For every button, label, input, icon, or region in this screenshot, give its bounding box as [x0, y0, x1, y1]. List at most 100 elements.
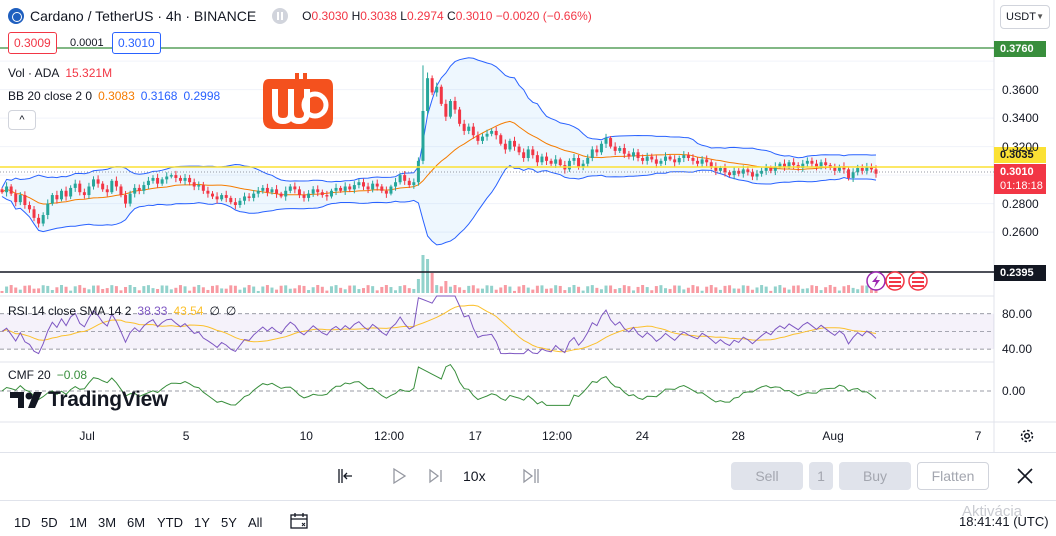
select-bar-icon[interactable] [336, 467, 354, 485]
candle [238, 197, 242, 208]
candle [641, 154, 645, 165]
volume-bar [604, 285, 608, 293]
volume-legend[interactable]: Vol · ADA 15.321M [8, 66, 112, 80]
candle [458, 106, 462, 127]
candle [165, 172, 169, 184]
sell-button[interactable]: Sell [731, 462, 803, 490]
volume-bar [348, 285, 352, 293]
collapse-legend-button[interactable]: ^ [8, 110, 36, 130]
buy-button[interactable]: Buy [839, 462, 911, 490]
buy-price-button[interactable]: 0.3010 [112, 32, 161, 54]
range-button-1m[interactable]: 1M [69, 515, 88, 530]
candle [485, 129, 489, 141]
candle [535, 151, 539, 167]
candle [480, 133, 484, 144]
gear-icon[interactable] [1019, 428, 1035, 444]
jump-to-realtime-icon[interactable] [522, 467, 540, 485]
range-button-1d[interactable]: 1D [14, 515, 31, 530]
replay-speed-button[interactable]: 10x [463, 468, 486, 484]
candle [522, 148, 526, 162]
volume-bar [229, 285, 233, 293]
volume-bar [723, 285, 727, 293]
step-forward-icon[interactable] [428, 467, 444, 485]
volume-bar [307, 290, 311, 293]
bb-legend[interactable]: BB 20 close 2 0 0.3083 0.3168 0.2998 [8, 89, 220, 103]
volume-bar [842, 286, 846, 293]
time-tick-label: 12:00 [374, 429, 405, 443]
volume-bar [439, 286, 443, 293]
level-price-tag: 0.3035 [994, 147, 1046, 163]
currency-select[interactable]: USDT ▼ [1000, 5, 1050, 29]
volume-bar [32, 288, 36, 293]
volume-bar [23, 285, 27, 293]
chart-area[interactable]: Cardano / TetherUS · 4h · BINANCE O0.303… [0, 0, 1056, 452]
candle [677, 155, 681, 165]
pause-icon[interactable] [272, 8, 289, 24]
candle [430, 75, 434, 96]
candle [668, 154, 672, 162]
rsi-tick-label: 80.00 [1002, 306, 1033, 321]
volume-bar [435, 285, 439, 293]
volume-bar [732, 288, 736, 293]
candle [343, 182, 347, 195]
play-icon[interactable] [391, 467, 407, 485]
volume-bar [18, 289, 22, 293]
clock-display[interactable]: 18:41:41 (UTC) [959, 514, 1049, 529]
close-value: 0.3010 [455, 9, 493, 23]
volume-bar [5, 286, 9, 293]
calendar-icon[interactable] [289, 512, 309, 530]
volume-bar [737, 288, 741, 293]
volume-bar [416, 279, 420, 293]
volume-bar [197, 285, 201, 293]
volume-bar [705, 286, 709, 293]
range-button-ytd[interactable]: YTD [157, 515, 183, 530]
range-button-5y[interactable]: 5Y [221, 515, 237, 530]
tradingview-logo[interactable]: TradingView [10, 388, 168, 412]
volume-bar [233, 285, 237, 293]
candle [705, 155, 709, 167]
volume-bar [384, 285, 388, 293]
price-chart[interactable] [0, 0, 1056, 452]
range-button-3m[interactable]: 3M [98, 515, 117, 530]
time-tick-label: 17 [468, 429, 482, 443]
volume-bar [526, 287, 530, 293]
volume-bar [709, 285, 713, 293]
spread-value: 0.0001 [70, 37, 104, 49]
candle [439, 84, 443, 106]
range-button-1y[interactable]: 1Y [194, 515, 210, 530]
flatten-button[interactable]: Flatten [917, 462, 989, 490]
candle [412, 178, 416, 189]
candle [69, 185, 73, 200]
candle [595, 145, 599, 157]
rsi-extra-2: ∅ [225, 304, 237, 318]
candle [37, 213, 41, 228]
quantity-button[interactable]: 1 [809, 462, 833, 490]
candle [650, 153, 654, 163]
cmf-legend[interactable]: CMF 20 −0.08 [8, 368, 87, 382]
volume-bar [522, 285, 526, 293]
last-price-value: 0.3010 [1000, 166, 1034, 178]
range-button-5d[interactable]: 5D [41, 515, 58, 530]
volume-bar [696, 286, 700, 293]
close-icon[interactable] [1014, 465, 1036, 487]
time-tick-label: 28 [731, 429, 745, 443]
candle [188, 174, 192, 186]
event-icons[interactable] [866, 271, 928, 291]
candle [329, 188, 333, 199]
candle [275, 185, 279, 198]
candle [696, 157, 700, 168]
range-button-all[interactable]: All [248, 515, 263, 530]
volume-bar [586, 286, 590, 293]
symbol-title[interactable]: Cardano / TetherUS · 4h · BINANCE [30, 8, 257, 24]
sell-price-button[interactable]: 0.3009 [8, 32, 57, 54]
time-tick-label: 5 [182, 429, 190, 443]
candle [302, 191, 306, 202]
range-button-6m[interactable]: 6M [127, 515, 146, 530]
candle [869, 163, 873, 173]
volume-bar [837, 290, 841, 293]
rsi-legend[interactable]: RSI 14 close SMA 14 2 38.33 43.54 ∅ ∅ [8, 304, 236, 318]
volume-bar [595, 287, 599, 293]
volume-bar [403, 285, 407, 293]
candle [220, 193, 224, 202]
candle [545, 152, 549, 165]
